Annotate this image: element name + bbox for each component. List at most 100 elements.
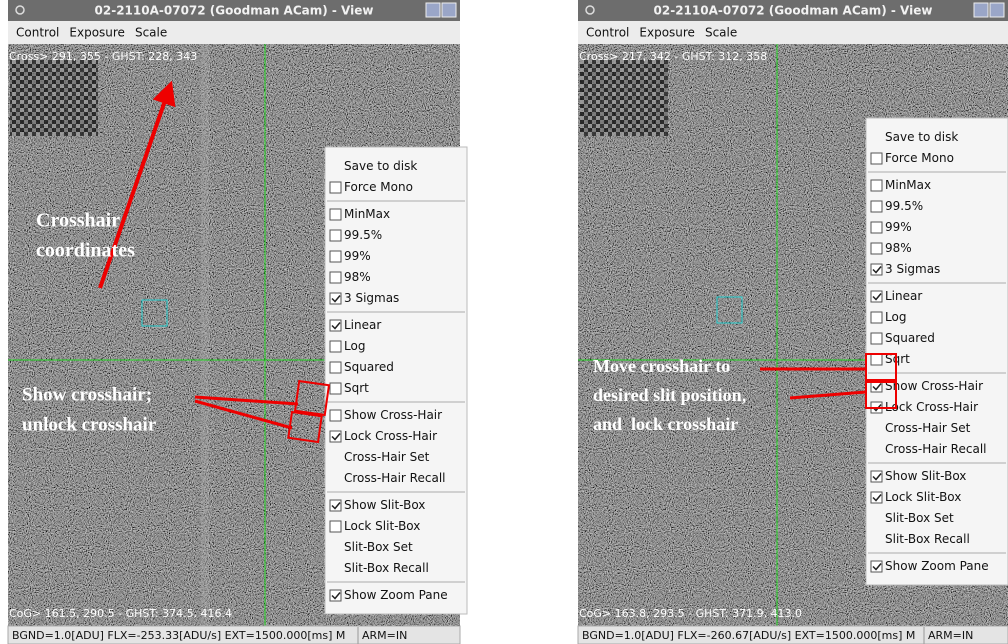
crosshair-coordinates: Cross> 291, 355 - GHST: 228, 343 xyxy=(9,50,197,63)
context-menu-item[interactable]: Show Cross-Hair xyxy=(885,379,983,393)
checkbox[interactable] xyxy=(870,332,883,345)
window-button[interactable] xyxy=(441,2,457,18)
annotation: desired slit position, xyxy=(593,385,746,405)
annotation: Show crosshair; xyxy=(22,384,152,405)
title-bar xyxy=(578,0,1008,21)
context-menu-item[interactable]: 99.5% xyxy=(344,228,382,242)
checkbox[interactable] xyxy=(329,250,342,263)
context-menu-item[interactable]: Squared xyxy=(344,360,394,374)
context-menu-item[interactable]: Linear xyxy=(885,289,922,303)
menu-item[interactable]: Control xyxy=(586,26,629,40)
context-menu-item[interactable]: 98% xyxy=(885,241,912,255)
context-menu-background xyxy=(865,117,1008,586)
context-menu-item[interactable]: Cross-Hair Set xyxy=(885,421,971,435)
checkbox[interactable] xyxy=(870,491,883,504)
context-menu-item[interactable]: Cross-Hair Recall xyxy=(344,471,445,485)
context-menu-item[interactable]: Lock Cross-Hair xyxy=(344,429,437,443)
context-menu-item[interactable]: Lock Slit-Box xyxy=(885,490,961,504)
checkbox[interactable] xyxy=(870,200,883,213)
window-icon xyxy=(15,5,25,15)
menu-item[interactable]: Scale xyxy=(705,26,737,40)
context-menu-item[interactable]: Show Slit-Box xyxy=(344,498,425,512)
checkbox[interactable] xyxy=(329,589,342,602)
checkbox[interactable] xyxy=(329,319,342,332)
checkbox[interactable] xyxy=(329,499,342,512)
context-menu-item[interactable]: 99.5% xyxy=(885,199,923,213)
annotation: Move crosshair to xyxy=(593,356,730,376)
checkbox[interactable] xyxy=(329,340,342,353)
checkbox[interactable] xyxy=(329,409,342,422)
title-bar xyxy=(8,0,460,21)
context-menu-item[interactable]: 3 Sigmas xyxy=(344,291,399,305)
context-menu-item[interactable]: Show Zoom Pane xyxy=(344,588,448,602)
checkbox[interactable] xyxy=(329,382,342,395)
checkbox[interactable] xyxy=(329,208,342,221)
context-menu-item[interactable]: Lock Cross-Hair xyxy=(885,400,978,414)
context-menu-item[interactable]: Save to disk xyxy=(344,159,417,173)
window-button[interactable] xyxy=(425,2,441,18)
context-menu-item[interactable]: Log xyxy=(344,339,365,353)
context-menu-item[interactable]: Show Cross-Hair xyxy=(344,408,442,422)
menu-item[interactable]: Scale xyxy=(135,26,167,40)
status-bar xyxy=(7,625,461,644)
context-menu-item[interactable]: Slit-Box Set xyxy=(344,540,413,554)
highlight-box xyxy=(293,379,331,417)
context-menu-item[interactable]: Force Mono xyxy=(885,151,954,165)
context-menu-item[interactable]: Cross-Hair Set xyxy=(344,450,430,464)
annotation: unlock crosshair xyxy=(22,414,157,435)
checkbox[interactable] xyxy=(870,152,883,165)
annotation: and lock crosshair xyxy=(593,414,738,434)
checkbox[interactable] xyxy=(329,292,342,305)
checkbox[interactable] xyxy=(329,181,342,194)
context-menu-item[interactable]: Sqrt xyxy=(885,352,910,366)
context-menu-item[interactable]: 98% xyxy=(344,270,371,284)
menu-bar xyxy=(8,21,460,44)
context-menu-item[interactable]: Slit-Box Recall xyxy=(344,561,429,575)
context-menu-item[interactable]: Show Slit-Box xyxy=(885,469,966,483)
context-menu-item[interactable]: Cross-Hair Recall xyxy=(885,442,986,456)
checkbox[interactable] xyxy=(870,242,883,255)
context-menu-item[interactable]: Linear xyxy=(344,318,381,332)
context-menu-item[interactable]: 99% xyxy=(885,220,912,234)
context-menu-item[interactable]: 3 Sigmas xyxy=(885,262,940,276)
checkbox[interactable] xyxy=(329,361,342,374)
context-menu-item[interactable]: Show Zoom Pane xyxy=(885,559,989,573)
context-menu-item[interactable]: Save to disk xyxy=(885,130,958,144)
context-menu-item[interactable]: Lock Slit-Box xyxy=(344,519,420,533)
menu-item[interactable]: Control xyxy=(16,26,59,40)
checkbox[interactable] xyxy=(870,221,883,234)
menu-item[interactable]: Exposure xyxy=(639,26,695,40)
context-menu-item[interactable]: MinMax xyxy=(344,207,390,221)
check-mark xyxy=(331,322,341,330)
context-menu: Save to disk Force Mono MinMax 99.5% 99% 98% 3… xyxy=(324,146,468,615)
arrow xyxy=(98,80,176,289)
menu-item[interactable]: Exposure xyxy=(69,26,125,40)
context-menu-item[interactable]: Slit-Box Recall xyxy=(885,532,970,546)
check-mark xyxy=(331,433,341,441)
context-menu-item[interactable]: 99% xyxy=(344,249,371,263)
windows: 02-2110A-07072 (Goodman ACam) - View Cont… xyxy=(7,0,1008,644)
checkbox[interactable] xyxy=(870,560,883,573)
arrow xyxy=(789,390,867,400)
checkbox[interactable] xyxy=(870,263,883,276)
checkbox[interactable] xyxy=(329,271,342,284)
checkbox[interactable] xyxy=(870,470,883,483)
checkbox[interactable] xyxy=(870,179,883,192)
slit-box xyxy=(141,299,168,327)
checkbox[interactable] xyxy=(329,229,342,242)
context-menu-item[interactable]: Force Mono xyxy=(344,180,413,194)
zoom-pane xyxy=(10,60,98,136)
context-menu-item[interactable]: Sqrt xyxy=(344,381,369,395)
checkbox[interactable] xyxy=(329,430,342,443)
context-menu-item[interactable]: MinMax xyxy=(885,178,931,192)
window-button[interactable] xyxy=(973,2,989,18)
checkbox[interactable] xyxy=(870,311,883,324)
context-menu-item[interactable]: Slit-Box Set xyxy=(885,511,954,525)
checkbox[interactable] xyxy=(329,520,342,533)
checkbox[interactable] xyxy=(870,353,883,366)
window-button[interactable] xyxy=(989,2,1005,18)
checkbox[interactable] xyxy=(870,290,883,303)
context-menu-item[interactable]: Log xyxy=(885,310,906,324)
context-menu-item[interactable]: Squared xyxy=(885,331,935,345)
